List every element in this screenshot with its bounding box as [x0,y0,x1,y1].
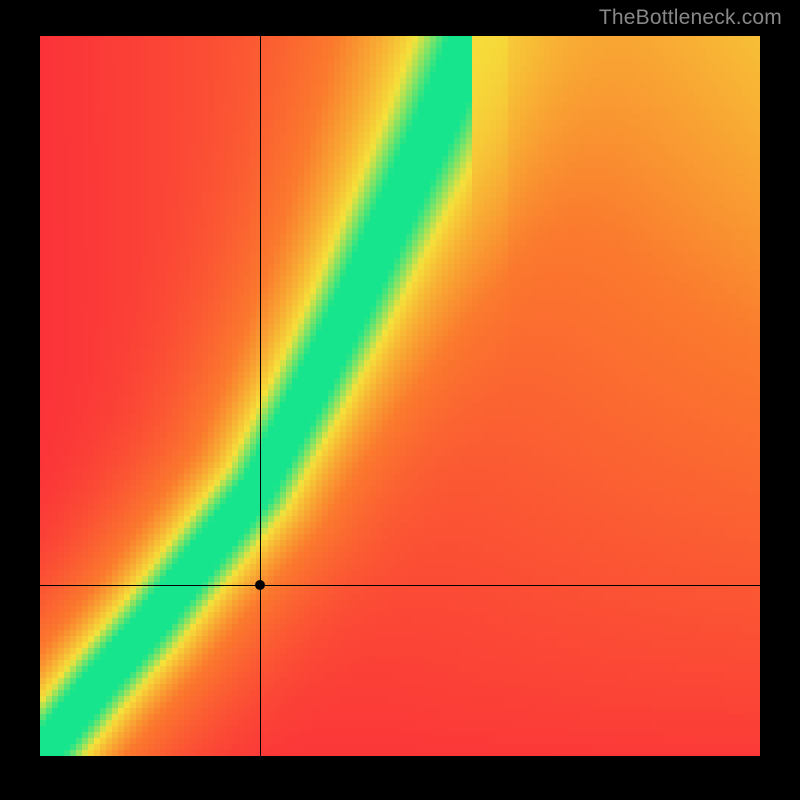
watermark-text: TheBottleneck.com [599,6,782,30]
selected-point-marker [255,580,265,590]
crosshair-horizontal [40,585,760,586]
crosshair-vertical [260,36,261,756]
heatmap-canvas [40,36,760,756]
bottleneck-heatmap-plot [40,36,760,756]
